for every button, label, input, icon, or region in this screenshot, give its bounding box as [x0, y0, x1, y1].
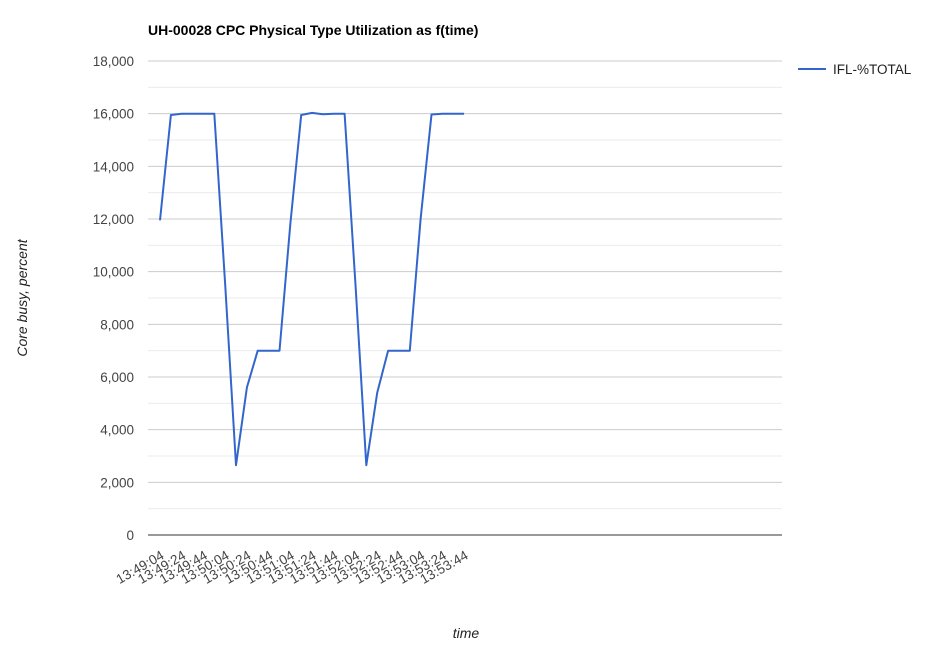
y-tick-label: 6,000 — [100, 370, 134, 385]
series-line-ifl-total — [159, 111, 465, 467]
y-tick-label: 8,000 — [100, 317, 134, 332]
x-tick-labels: 13:49:0413:49:2413:49:4413:50:0413:50:24… — [113, 547, 471, 587]
y-tick-label: 14,000 — [93, 159, 134, 174]
y-tick-label: 4,000 — [100, 423, 134, 438]
y-tick-labels: 0 2,000 4,000 6,000 8,000 10,000 12,000 14,000 1… — [93, 54, 134, 543]
y-tick-label: 0 — [126, 528, 134, 543]
y-tick-label: 12,000 — [93, 212, 134, 227]
legend-label: IFL-%TOTAL — [833, 62, 912, 77]
chart-title: UH-00028 CPC Physical Type Utilization a… — [148, 22, 478, 38]
y-tick-label: 16,000 — [93, 107, 134, 122]
y-tick-label: 2,000 — [100, 475, 134, 490]
legend: IFL-%TOTAL — [798, 62, 912, 77]
y-tick-label: 10,000 — [93, 265, 134, 280]
y-axis-title: Core busy, percent — [14, 238, 30, 356]
x-axis-title: time — [453, 625, 480, 641]
gridlines — [148, 60, 782, 510]
y-tick-label: 18,000 — [93, 54, 134, 69]
series-layer — [159, 111, 465, 467]
